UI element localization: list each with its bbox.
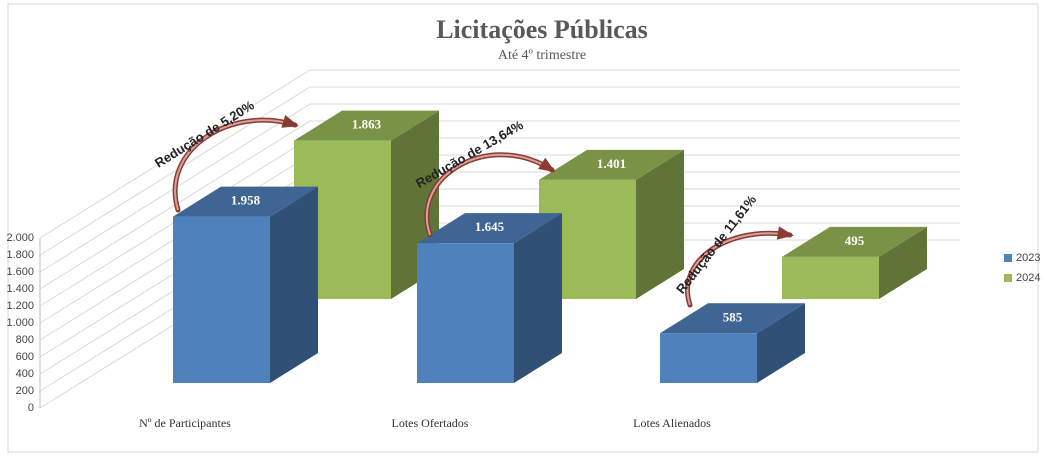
y-tick-label: 1.200 [6,300,34,312]
x-tick-label: Lotes Ofertados [392,416,469,430]
y-tick-label: 0 [28,402,34,414]
bar [660,333,757,383]
bar [782,256,879,299]
y-tick-label: 1.000 [6,317,34,329]
arrow-inner [174,119,296,211]
bar-side [879,226,927,299]
bar [417,243,514,383]
arrow-inner [686,232,791,306]
value-label: 495 [845,233,865,248]
y-tick-label: 200 [16,385,34,397]
y-tick-label: 800 [16,334,34,346]
legend-swatch [1004,274,1012,282]
bar-top [173,186,318,217]
legend-swatch [1004,254,1012,262]
value-label: 1.863 [352,117,382,132]
bar-top [782,226,927,257]
value-label: 1.645 [475,219,505,234]
bar-top [294,110,439,141]
arrow-head [281,114,299,128]
grid-line [39,103,960,273]
arrow-inner [425,153,553,236]
bar [173,216,270,383]
y-tick-label: 1.400 [6,283,34,295]
y-tick-label: 1.600 [6,266,34,278]
x-tick-label: Lotes Alienados [633,416,711,430]
legend-label: 2024 [1016,272,1040,284]
bar-side [636,149,684,299]
bar-top [417,213,562,244]
arrow-head [538,157,556,173]
grid-line [39,120,960,290]
y-tick-label: 400 [16,368,34,380]
bar-side [514,213,562,383]
chart-title: Licitações Públicas [436,15,648,44]
grid-line [39,86,960,256]
bar-top [539,149,684,180]
x-tick-label: Nº de Participantes [139,416,231,430]
bar-top [660,303,805,334]
value-label: 1.401 [597,156,626,171]
value-label: 1.958 [231,193,261,208]
legend-label: 2023 [1016,252,1040,264]
arrow-head [776,226,794,240]
y-tick-label: 600 [16,351,34,363]
grid-line [39,69,960,239]
y-tick-label: 1.800 [6,249,34,261]
bar-side [270,186,318,383]
y-tick-label: 2.000 [6,232,34,244]
chart-subtitle: Até 4º trimestre [498,48,586,63]
value-label: 585 [723,309,743,324]
bar-side [757,303,805,383]
